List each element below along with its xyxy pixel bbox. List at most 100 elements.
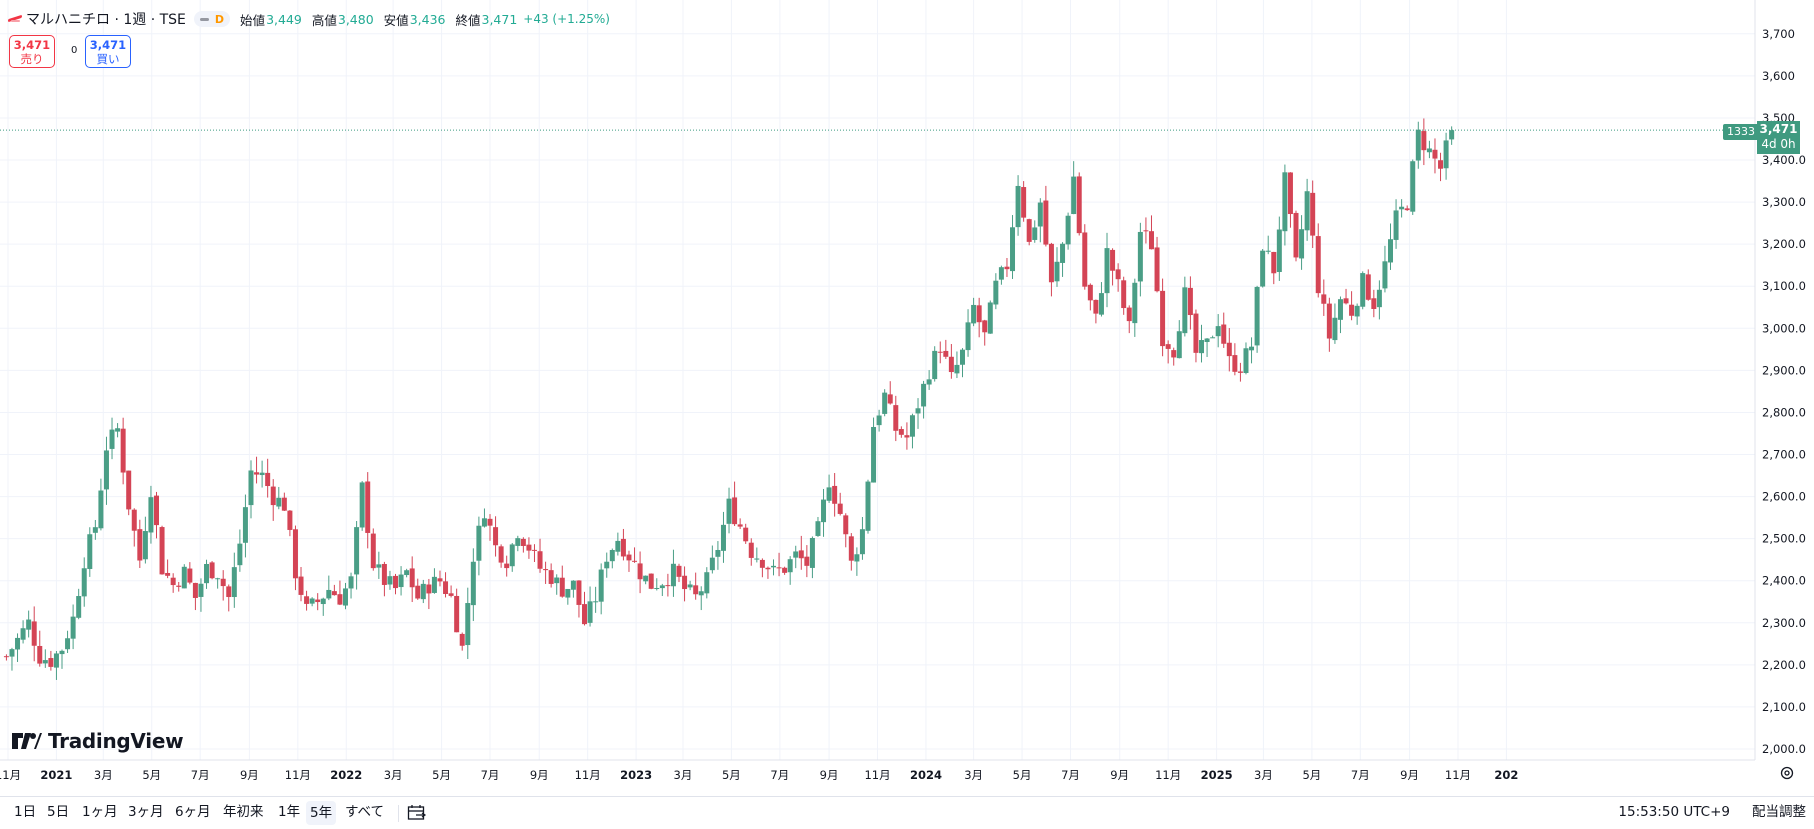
x-tick-label: 2021 bbox=[40, 768, 72, 782]
candle bbox=[259, 460, 265, 488]
candle-body bbox=[409, 568, 415, 588]
candle bbox=[437, 570, 443, 587]
candle bbox=[520, 537, 526, 553]
candle-body bbox=[1404, 208, 1410, 211]
candle-body bbox=[1204, 338, 1210, 343]
candle-body bbox=[342, 588, 348, 606]
candle-body bbox=[320, 598, 326, 605]
candle bbox=[815, 516, 821, 537]
calendar-range-icon[interactable] bbox=[407, 804, 427, 822]
candle-body bbox=[1165, 344, 1171, 349]
candle bbox=[1110, 248, 1116, 286]
candle bbox=[1154, 236, 1160, 293]
sell-label: 売り bbox=[20, 52, 44, 66]
candle-body bbox=[1265, 250, 1271, 252]
candle bbox=[1399, 199, 1405, 218]
candle bbox=[1443, 132, 1449, 180]
candle-body bbox=[643, 575, 649, 582]
candle-body bbox=[1182, 287, 1188, 334]
y-tick-label: 2,500.0 bbox=[1762, 532, 1806, 546]
y-tick-label: 2,900.0 bbox=[1762, 363, 1806, 377]
tf-1m[interactable]: 1ヶ月 bbox=[82, 804, 118, 820]
candle bbox=[159, 525, 165, 575]
candle bbox=[832, 473, 838, 517]
candle-body bbox=[1060, 243, 1066, 263]
candle-body bbox=[837, 503, 843, 514]
x-tick-label: 11月 bbox=[575, 768, 601, 782]
candle bbox=[192, 582, 198, 611]
candle bbox=[1148, 215, 1154, 250]
dividend-adjust-toggle[interactable]: 配当調整 bbox=[1752, 804, 1806, 820]
candle-body bbox=[204, 563, 210, 584]
candle-body bbox=[1343, 298, 1349, 304]
tf-1d[interactable]: 1日 bbox=[14, 804, 37, 820]
candle bbox=[153, 491, 159, 539]
x-tick-label: 3月 bbox=[94, 768, 113, 782]
candle-body bbox=[582, 604, 588, 625]
tradingview-logo[interactable]: TradingView bbox=[12, 729, 184, 753]
clock-timezone[interactable]: 15:53:50 UTC+9 bbox=[1618, 804, 1730, 820]
low-label: 安値 bbox=[383, 12, 409, 28]
tf-1y[interactable]: 1年 bbox=[278, 804, 301, 820]
tf-3m[interactable]: 3ヶ月 bbox=[128, 804, 164, 820]
candle bbox=[1182, 276, 1188, 337]
candle-body bbox=[882, 392, 888, 414]
candle bbox=[165, 559, 171, 579]
candle-body bbox=[59, 650, 65, 655]
candle bbox=[493, 516, 499, 557]
candle-body bbox=[1310, 192, 1316, 236]
candle bbox=[504, 555, 510, 577]
candle bbox=[659, 583, 665, 597]
candle bbox=[987, 300, 993, 334]
x-tick-label: 7月 bbox=[481, 768, 500, 782]
candle-body bbox=[1276, 229, 1282, 272]
time-axis[interactable]: 11月 2021 3月 5月 7月 9月 11月 2022 3月 5月 7月 9月 11月 2023 3月 5… bbox=[0, 759, 1755, 782]
candle bbox=[476, 516, 482, 576]
gear-icon[interactable] bbox=[1779, 765, 1795, 781]
candle-body bbox=[481, 518, 487, 527]
sell-button[interactable]: 3,471 売り bbox=[9, 35, 55, 68]
candle-body bbox=[398, 574, 404, 588]
tf-ytd[interactable]: 年初来 bbox=[223, 804, 264, 820]
candle-body bbox=[359, 482, 365, 528]
candle-body bbox=[220, 578, 226, 587]
candle bbox=[1037, 198, 1043, 243]
candle bbox=[1393, 199, 1399, 249]
y-tick-label: 3,700 bbox=[1762, 27, 1795, 41]
candle-body bbox=[1332, 317, 1338, 341]
volume-badge: 1333 bbox=[1723, 124, 1759, 140]
symbol-title[interactable]: マルハニチロ · 1週 · TSE bbox=[26, 12, 186, 28]
tf-5y[interactable]: 5年 bbox=[306, 801, 337, 825]
tf-5d[interactable]: 5日 bbox=[47, 804, 70, 820]
spread-value: 0 bbox=[71, 45, 78, 56]
candle-body bbox=[315, 599, 321, 603]
chart-grid bbox=[0, 0, 1755, 760]
candle-body bbox=[504, 563, 510, 569]
candle-body bbox=[887, 394, 893, 404]
candle-body bbox=[854, 554, 860, 562]
market-status-pill[interactable]: D bbox=[193, 11, 231, 27]
x-tick-label: 11月 bbox=[1445, 768, 1471, 782]
price-axis[interactable]: 2,000.0 2,100.0 2,200.0 2,300.0 2,400.0 2,500… bbox=[1754, 0, 1806, 760]
candle-body bbox=[292, 529, 298, 579]
buy-button[interactable]: 3,471 買い bbox=[85, 35, 131, 68]
candle bbox=[887, 381, 893, 405]
candle bbox=[1404, 205, 1410, 211]
candle-body bbox=[103, 450, 109, 490]
candle bbox=[1032, 220, 1038, 243]
candle-body bbox=[331, 591, 337, 596]
tf-6m[interactable]: 6ヶ月 bbox=[175, 804, 211, 820]
candle-body bbox=[281, 497, 287, 511]
candle-body bbox=[187, 568, 193, 583]
candle bbox=[1160, 278, 1166, 357]
candle-body bbox=[448, 593, 454, 596]
tf-all[interactable]: すべて bbox=[345, 804, 385, 820]
candle-body bbox=[987, 302, 993, 334]
candle bbox=[65, 630, 71, 653]
candle-body bbox=[304, 596, 310, 604]
candle bbox=[826, 474, 832, 503]
candle-body bbox=[1410, 161, 1416, 212]
candle bbox=[1410, 159, 1416, 215]
candle bbox=[1226, 328, 1232, 372]
